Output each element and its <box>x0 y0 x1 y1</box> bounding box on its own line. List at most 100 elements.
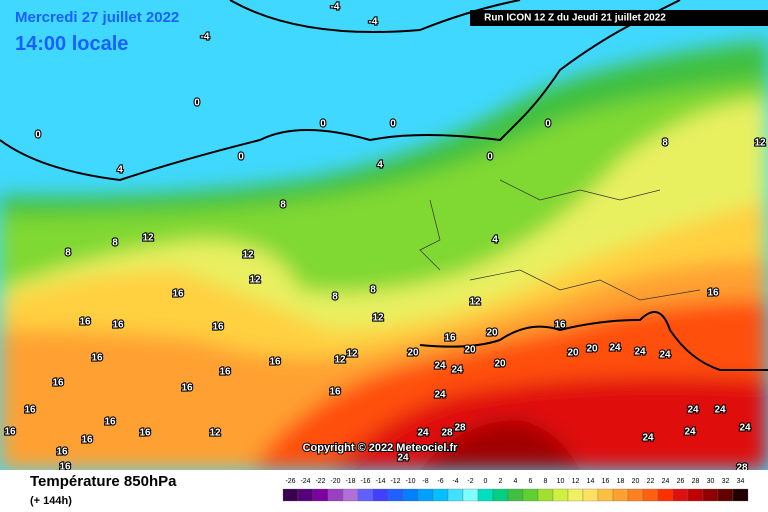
contour-label: 4 <box>117 165 123 176</box>
scale-label: 8 <box>544 478 548 485</box>
scale-swatch <box>597 488 614 502</box>
contour-label: 12 <box>209 428 221 439</box>
contour-label: 4 <box>492 235 498 246</box>
contour-label: 16 <box>56 447 68 458</box>
contour-label: 12 <box>346 349 358 360</box>
contour-label: 0 <box>194 98 200 109</box>
contour-label: 12 <box>469 297 481 308</box>
scale-label: -8 <box>422 478 428 485</box>
scale-swatch <box>492 488 509 502</box>
scale-swatch <box>582 488 599 502</box>
contour-label: 20 <box>407 348 419 359</box>
contour-label: -4 <box>331 2 340 13</box>
forecast-time: 14:00 locale <box>15 33 128 55</box>
copyright: Copyright © 2022 Meteociel.fr <box>303 442 459 454</box>
scale-swatch <box>717 488 734 502</box>
scale-label: 18 <box>617 478 625 485</box>
scale-label: 6 <box>529 478 533 485</box>
scale-swatch <box>732 488 749 502</box>
contour-label: 16 <box>104 417 116 428</box>
scale-swatch <box>282 488 299 502</box>
scale-label: -12 <box>390 478 400 485</box>
contour-label: 8 <box>332 292 338 303</box>
scale-label: 32 <box>722 478 730 485</box>
scale-swatch <box>432 488 449 502</box>
scale-label: 30 <box>707 478 715 485</box>
scale-label: 4 <box>514 478 518 485</box>
scale-label: -6 <box>437 478 443 485</box>
contour-label: 16 <box>52 378 64 389</box>
contour-label: 16 <box>24 405 36 416</box>
scale-swatch <box>477 488 494 502</box>
contour-label: 8 <box>280 200 286 211</box>
contour-label: 24 <box>451 365 463 376</box>
scale-label: 0 <box>484 478 488 485</box>
scale-swatch <box>297 488 314 502</box>
scale-label: 26 <box>677 478 685 485</box>
contour-label: 12 <box>142 233 154 244</box>
scale-label: -18 <box>345 478 355 485</box>
scale-label: -24 <box>300 478 310 485</box>
scale-label: -2 <box>467 478 473 485</box>
contour-label: 0 <box>320 119 326 130</box>
contour-label: 24 <box>684 427 696 438</box>
contour-label: -4 <box>369 17 378 28</box>
contour-label: 24 <box>634 347 646 358</box>
scale-swatch <box>612 488 629 502</box>
scale-label: 16 <box>602 478 610 485</box>
forecast-date: Mercredi 27 juillet 2022 <box>15 9 179 26</box>
scale-swatch <box>537 488 554 502</box>
contour-label: 0 <box>35 130 41 141</box>
scale-swatch <box>567 488 584 502</box>
contour-label: 28 <box>441 428 453 439</box>
contour-label: 16 <box>91 353 103 364</box>
run-info: Run ICON 12 Z du Jeudi 21 juillet 2022 <box>484 13 666 24</box>
contour-label: 20 <box>464 345 476 356</box>
contour-label: 8 <box>65 248 71 259</box>
scale-swatch <box>507 488 524 502</box>
scale-label: 12 <box>572 478 580 485</box>
contour-label: 16 <box>172 289 184 300</box>
scale-swatch <box>447 488 464 502</box>
scale-label: 24 <box>662 478 670 485</box>
scale-swatch <box>402 488 419 502</box>
contour-label: 12 <box>249 275 261 286</box>
contour-label: 8 <box>370 285 376 296</box>
contour-label: 12 <box>242 250 254 261</box>
contour-label: 16 <box>707 288 719 299</box>
scale-label: 20 <box>632 478 640 485</box>
run-banner <box>470 10 768 26</box>
contour-label: 20 <box>586 344 598 355</box>
scale-label: -26 <box>285 478 295 485</box>
contour-label: 0 <box>487 152 493 163</box>
contour-label: 16 <box>181 383 193 394</box>
contour-label: 24 <box>417 428 429 439</box>
coastlines <box>0 0 768 371</box>
contour-label: 16 <box>554 320 566 331</box>
contour-label: 16 <box>212 322 224 333</box>
contour-label: 24 <box>609 343 621 354</box>
scale-swatch <box>627 488 644 502</box>
contour-label: 24 <box>714 405 726 416</box>
contour-label: 12 <box>372 313 384 324</box>
scale-swatch <box>417 488 434 502</box>
scale-swatch <box>357 488 374 502</box>
contour-label: 16 <box>112 320 124 331</box>
contour-label: 16 <box>81 435 93 446</box>
lead-time: (+ 144h) <box>30 495 72 507</box>
scale-swatch <box>522 488 539 502</box>
contour-label: 16 <box>79 317 91 328</box>
contour-label: 16 <box>444 333 456 344</box>
contour-label: 24 <box>434 361 446 372</box>
scale-swatch <box>702 488 719 502</box>
scale-swatch <box>552 488 569 502</box>
scale-swatch <box>387 488 404 502</box>
contour-label: 24 <box>642 433 654 444</box>
contour-label: 16 <box>329 387 341 398</box>
scale-swatch <box>642 488 659 502</box>
scale-label: -14 <box>375 478 385 485</box>
scale-label: 34 <box>737 478 745 485</box>
contour-label: 28 <box>454 423 466 434</box>
scale-label: 10 <box>557 478 565 485</box>
borders <box>419 179 701 301</box>
